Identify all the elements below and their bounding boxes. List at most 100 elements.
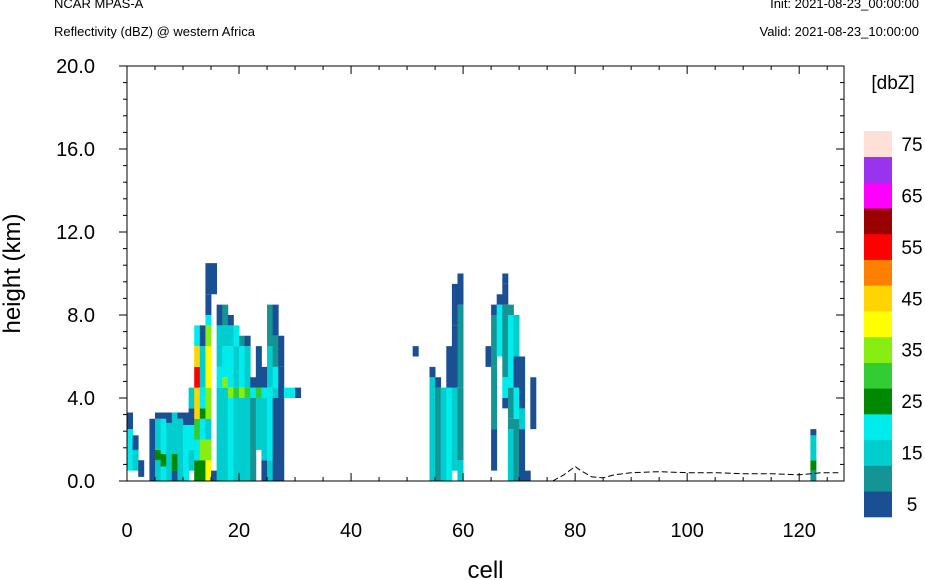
- reflectivity-cell: [810, 435, 817, 461]
- reflectivity-cell: [524, 470, 531, 482]
- reflectivity-cell: [810, 460, 817, 471]
- reflectivity-cell: [496, 294, 503, 305]
- reflectivity-cell: [239, 398, 246, 481]
- reflectivity-cell: [199, 418, 206, 440]
- field-label: Reflectivity (dBZ) @ western Africa: [54, 24, 256, 39]
- reflectivity-cell: [155, 418, 162, 450]
- reflectivity-cell: [451, 325, 458, 388]
- reflectivity-cell: [267, 387, 274, 399]
- reflectivity-cell: [132, 449, 139, 471]
- reflectivity-cell: [222, 346, 229, 378]
- colorbar-label: 55: [901, 238, 922, 259]
- x-tick-label: 80: [564, 520, 586, 542]
- colorbar-title: [dbZ]: [871, 73, 914, 94]
- reflectivity-cell: [199, 408, 206, 419]
- reflectivity-cell: [199, 346, 206, 388]
- reflectivity-cell: [261, 398, 268, 461]
- reflectivity-cell: [519, 356, 526, 409]
- reflectivity-cell: [272, 335, 279, 367]
- reflectivity-cell: [810, 470, 817, 482]
- terrain-line: [552, 465, 839, 482]
- x-tick-label: 100: [670, 520, 703, 542]
- model-label: NCAR MPAS-A: [54, 0, 144, 11]
- reflectivity-cell: [267, 346, 274, 388]
- reflectivity-cell: [171, 470, 178, 482]
- reflectivity-cell: [239, 335, 246, 347]
- y-axis-ticks: 0.0 4.0 8.0 12.0 16.0 20.0: [56, 56, 844, 493]
- reflectivity-cell: [267, 460, 274, 481]
- reflectivity-cell: [216, 304, 223, 326]
- reflectivity-cell: [513, 356, 520, 388]
- reflectivity-cell: [194, 325, 201, 347]
- reflectivity-cell: [429, 377, 436, 481]
- reflectivity-cell: [491, 304, 498, 316]
- colorbar-swatch: [864, 311, 892, 338]
- reflectivity-cell: [250, 377, 257, 388]
- colorbar-swatch: [864, 491, 892, 518]
- reflectivity-cell: [222, 387, 229, 482]
- reflectivity-cell: [227, 398, 234, 481]
- reflectivity-cell: [205, 294, 212, 315]
- colorbar-label: 35: [901, 341, 922, 362]
- reflectivity-cell: [188, 424, 195, 450]
- reflectivity-cell: [289, 387, 296, 399]
- reflectivity-cell: [435, 387, 442, 482]
- reflectivity-cell: [507, 387, 514, 419]
- reflectivity-cell: [205, 439, 212, 461]
- reflectivity-cell: [205, 263, 212, 295]
- reflectivity-cell: [155, 449, 162, 461]
- reflectivity-cell: [502, 273, 509, 284]
- reflectivity-cell: [502, 304, 509, 378]
- reflectivity-cell: [239, 387, 246, 399]
- reflectivity-cell: [513, 418, 520, 481]
- reflectivity-cell: [155, 412, 162, 419]
- reflectivity-cell: [239, 346, 246, 388]
- reflectivity-cell: [160, 454, 167, 467]
- reflectivity-cell: [188, 408, 195, 425]
- reflectivity-cell: [211, 470, 218, 482]
- reflectivity-cell: [227, 346, 234, 388]
- reflectivity-cell: [496, 304, 503, 357]
- reflectivity-cell: [513, 387, 520, 419]
- reflectivity-cell: [502, 398, 509, 409]
- reflectivity-cell: [244, 398, 251, 481]
- reflectivity-cell: [440, 387, 447, 482]
- reflectivity-cell: [451, 387, 458, 471]
- reflectivity-cell: [205, 325, 212, 347]
- reflectivity-cell: [166, 422, 173, 481]
- reflectivity-cell: [205, 460, 212, 481]
- reflectivity-cell: [272, 304, 279, 336]
- colorbar-label: 5: [907, 495, 918, 516]
- colorbar-swatch: [864, 156, 892, 183]
- reflectivity-cell: [171, 454, 178, 471]
- reflectivity-cell: [250, 387, 257, 399]
- reflectivity-cell: [194, 418, 201, 440]
- reflectivity-cell: [272, 366, 279, 388]
- reflectivity-cell: [507, 304, 514, 316]
- reflectivity-cell: [216, 366, 223, 388]
- reflectivity-cell: [429, 366, 436, 378]
- reflectivity-cell: [194, 460, 201, 481]
- reflectivity-cell: [244, 387, 251, 399]
- x-tick-label: 0: [121, 520, 132, 542]
- x-tick-label: 60: [452, 520, 474, 542]
- plot-frame: [126, 65, 845, 482]
- x-axis-ticks: 0 20 40 60 80 100 120: [121, 66, 828, 542]
- valid-time-label: Valid: 2021-08-23_10:00:00: [759, 24, 920, 39]
- reflectivity-cell: [183, 412, 190, 425]
- reflectivity-cell: [199, 325, 206, 347]
- reflectivity-cell: [166, 412, 173, 423]
- reflectivity-cell: [250, 398, 257, 481]
- reflectivity-cell: [222, 377, 229, 388]
- reflectivity-cell: [491, 429, 498, 471]
- reflectivity-cell: [227, 325, 234, 347]
- reflectivity-cell: [412, 346, 419, 357]
- reflectivity-cell: [127, 429, 133, 471]
- x-axis-label: cell: [467, 557, 503, 580]
- reflectivity-cell: [451, 283, 458, 326]
- reflectivity-cell: [295, 387, 302, 399]
- reflectivity-cell: [457, 387, 464, 461]
- y-axis-label: height (km): [0, 213, 26, 333]
- colorbar-swatch: [864, 131, 892, 158]
